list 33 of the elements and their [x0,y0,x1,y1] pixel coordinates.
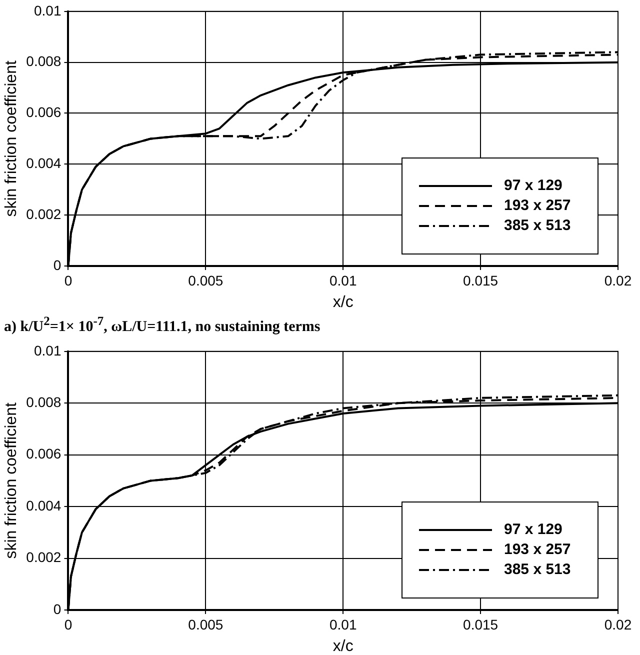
y-tick-label: 0.008 [26,394,62,410]
y-tick-label: 0.004 [26,497,62,514]
x-tick-label: 0.02 [604,616,632,632]
legend-label: 385 x 513 [504,217,571,234]
legend-label: 193 x 257 [504,197,571,214]
x-axis-title: x/c [332,638,354,655]
y-tick-label: 0.004 [26,155,62,172]
y-tick-label: 0.006 [26,446,62,462]
y-tick-label: 0.01 [34,342,62,358]
x-tick-label: 0 [64,272,72,288]
legend-label: 97 x 129 [504,521,562,538]
x-tick-label: 0.015 [463,616,498,632]
y-tick-label: 0.002 [26,549,62,566]
x-axis-title: x/c [332,294,354,311]
x-tick-label: 0.01 [329,616,357,632]
legend-label: 193 x 257 [504,541,571,558]
y-tick-label: 0.01 [34,2,62,18]
y-axis-title: skin friction coefficient [3,402,20,559]
legend-label: 385 x 513 [504,561,571,578]
x-tick-label: 0.005 [188,616,224,632]
y-tick-label: 0 [53,256,62,273]
y-tick-label: 0 [53,600,62,617]
x-tick-label: 0.015 [463,272,498,288]
x-tick-label: 0.005 [188,272,224,288]
y-tick-label: 0.008 [26,53,62,70]
y-axis-title: skin friction coefficient [3,60,20,217]
x-tick-label: 0 [64,616,72,632]
y-tick-label: 0.006 [26,104,62,120]
x-tick-label: 0.02 [604,272,632,288]
x-tick-label: 0.01 [329,272,357,288]
y-tick-label: 0.002 [26,206,62,222]
legend-label: 97 x 129 [504,177,562,194]
text: a) k/U$^{2}$=1× 10$^{-7}$, ωL/U=111.1, no sustaining terms [3,313,322,337]
